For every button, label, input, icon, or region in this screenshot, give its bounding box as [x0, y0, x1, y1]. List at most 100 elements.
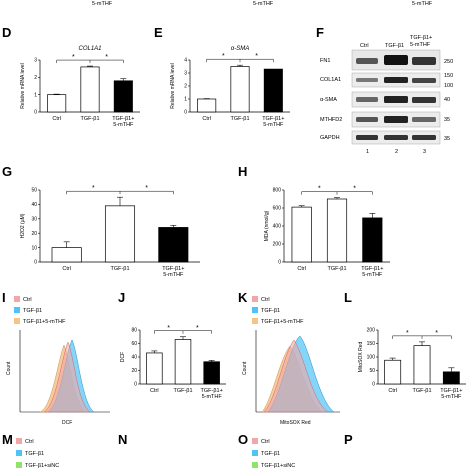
sig-star: *: [406, 330, 409, 337]
y-tick-label: 60: [131, 341, 137, 347]
y-tick-label: 600: [273, 206, 282, 212]
bar: [47, 94, 67, 113]
band-col1a1-2: [384, 77, 408, 83]
sig-star: *: [196, 325, 199, 332]
y-tick-label: 150: [367, 341, 376, 347]
top-caption-3: 5-mTHF: [412, 1, 433, 7]
top-caption-1: 5-mTHF: [92, 1, 113, 7]
bar: [413, 345, 431, 385]
y-tick-label: 3: [34, 58, 37, 64]
category-label: TGF-β1+: [440, 388, 462, 394]
y-tick-label: 4: [184, 58, 187, 64]
legend-swatch-tgf-k: [252, 307, 258, 313]
y-tick-label: 1: [34, 92, 37, 98]
y-tick-label: 50: [31, 188, 37, 194]
y-tick-label: 0: [134, 382, 137, 388]
category-label: Ctrl: [62, 266, 71, 272]
y-tick-label: 0: [372, 382, 375, 388]
legend-o-swatch-tgf: [252, 450, 258, 456]
chart-d: 0 1 2 3 Relative mRNA level COL1A1 Ctrl TGF-β1 T…: [20, 46, 140, 128]
y-tick-label: 40: [131, 355, 137, 361]
band-asma-2: [384, 96, 408, 103]
category-label: 5-mTHF: [113, 122, 134, 128]
bar: [80, 66, 100, 113]
flow-i-ylabel: Count: [6, 361, 12, 375]
category-label: 5-mTHF: [441, 394, 462, 400]
legend-m-swatch-tgf: [16, 450, 22, 456]
bar: [158, 227, 189, 263]
panel-label-k: K: [238, 290, 248, 305]
legend-o: Ctrl TGF-β1 TGF-β1+siNC: [252, 438, 295, 469]
band-col1a1-3: [412, 78, 436, 83]
sig-star: *: [167, 325, 170, 332]
band-asma-3: [412, 97, 436, 103]
legend-o-sinc: TGF-β1+siNC: [261, 463, 295, 469]
band-fn1-3: [412, 57, 436, 65]
y-axis-label: H2O2 (μM): [20, 213, 26, 238]
legend-label-mthf-k: TGF-β1+5-mTHF: [261, 319, 304, 325]
y-tick-label: 10: [31, 245, 37, 251]
y-tick-label: 0: [278, 260, 281, 266]
panel-label-h: H: [238, 164, 247, 179]
bar: [104, 205, 136, 263]
flow-k-ylabel: Count: [242, 361, 248, 375]
flow-i-xlabel: DCF: [62, 420, 72, 426]
marker-250: 250: [444, 59, 453, 65]
y-tick-label: 200: [367, 328, 376, 334]
band-mthfd2-2: [384, 116, 408, 123]
bar: [113, 80, 133, 113]
category-label: TGF-β1: [80, 116, 99, 122]
y-tick-label: 100: [367, 355, 376, 361]
y-axis-label: Relative mRNA level: [20, 63, 26, 109]
blot-lane-label-1: Ctrl: [360, 43, 369, 49]
y-tick-label: 3: [184, 71, 187, 77]
band-gapdh-1: [356, 135, 378, 140]
band-fn1-2: [384, 55, 408, 65]
chart-l: 0 50 100 150 200 MitoSOX Red Ctrl TGF-β1 TGF-β1+…: [358, 328, 466, 400]
sig-star: *: [222, 53, 225, 60]
marker-35a: 35: [444, 117, 450, 123]
y-tick-label: 80: [131, 328, 137, 334]
category-label: Ctrl: [150, 388, 159, 394]
bar: [442, 371, 460, 385]
panel-label-j: J: [118, 290, 125, 305]
marker-100: 100: [444, 83, 453, 89]
band-col1a1-1: [356, 78, 378, 82]
y-tick-label: 200: [273, 242, 282, 248]
bar: [51, 247, 82, 263]
panel-label-i: I: [2, 290, 6, 305]
marker-40: 40: [444, 97, 450, 103]
legend-o-swatch-ctrl: [252, 438, 258, 444]
y-tick-label: 20: [131, 368, 137, 374]
band-gapdh-3: [412, 135, 436, 140]
legend-m-swatch-sinc: [16, 462, 22, 468]
marker-150: 150: [444, 73, 453, 79]
panel-label-l: L: [344, 290, 352, 305]
sig-star: *: [105, 54, 108, 61]
category-label: TGF-β1: [412, 388, 431, 394]
sig-star: *: [145, 185, 148, 192]
legend-label-mthf: TGF-β1+5-mTHF: [23, 319, 66, 325]
category-label: Ctrl: [52, 116, 61, 122]
category-label: TGF-β1+: [112, 116, 134, 122]
flow-panel-i: Ctrl TGF-β1 TGF-β1+5-mTHF Count DCF: [6, 296, 110, 426]
chart-e: 0 1 2 3 4 Relative mRNA level α-SMA Ctrl TGF-β1 T…: [170, 46, 290, 128]
chart-j: 0 20 40 60 80 DCF Ctrl TGF-β1 TGF-β1+5-mTHF * *: [120, 325, 226, 400]
category-label: 5-mTHF: [163, 272, 184, 278]
western-blot: Ctrl TGF-β1 TGF-β1+ 5-mTHF FN1 COL1A1 α-…: [320, 35, 453, 155]
blot-lane-label-2: TGF-β1: [385, 43, 404, 49]
legend-m-sinc: TGF-β1+siNC: [25, 463, 59, 469]
y-tick-label: 1: [184, 97, 187, 103]
blot-protein-gapdh: GAPDH: [320, 135, 340, 141]
category-label: 5-mTHF: [362, 272, 383, 278]
y-tick-label: 30: [31, 217, 37, 223]
sig-star: *: [353, 186, 356, 193]
blot-protein-fn1: FN1: [320, 58, 330, 64]
panel-label-o: O: [238, 432, 248, 447]
blot-protein-asma: α-SMA: [320, 97, 337, 103]
category-label: Ctrl: [297, 266, 306, 272]
legend-m-swatch-ctrl: [16, 438, 22, 444]
y-tick-label: 20: [31, 231, 37, 237]
y-tick-label: 400: [273, 224, 282, 230]
